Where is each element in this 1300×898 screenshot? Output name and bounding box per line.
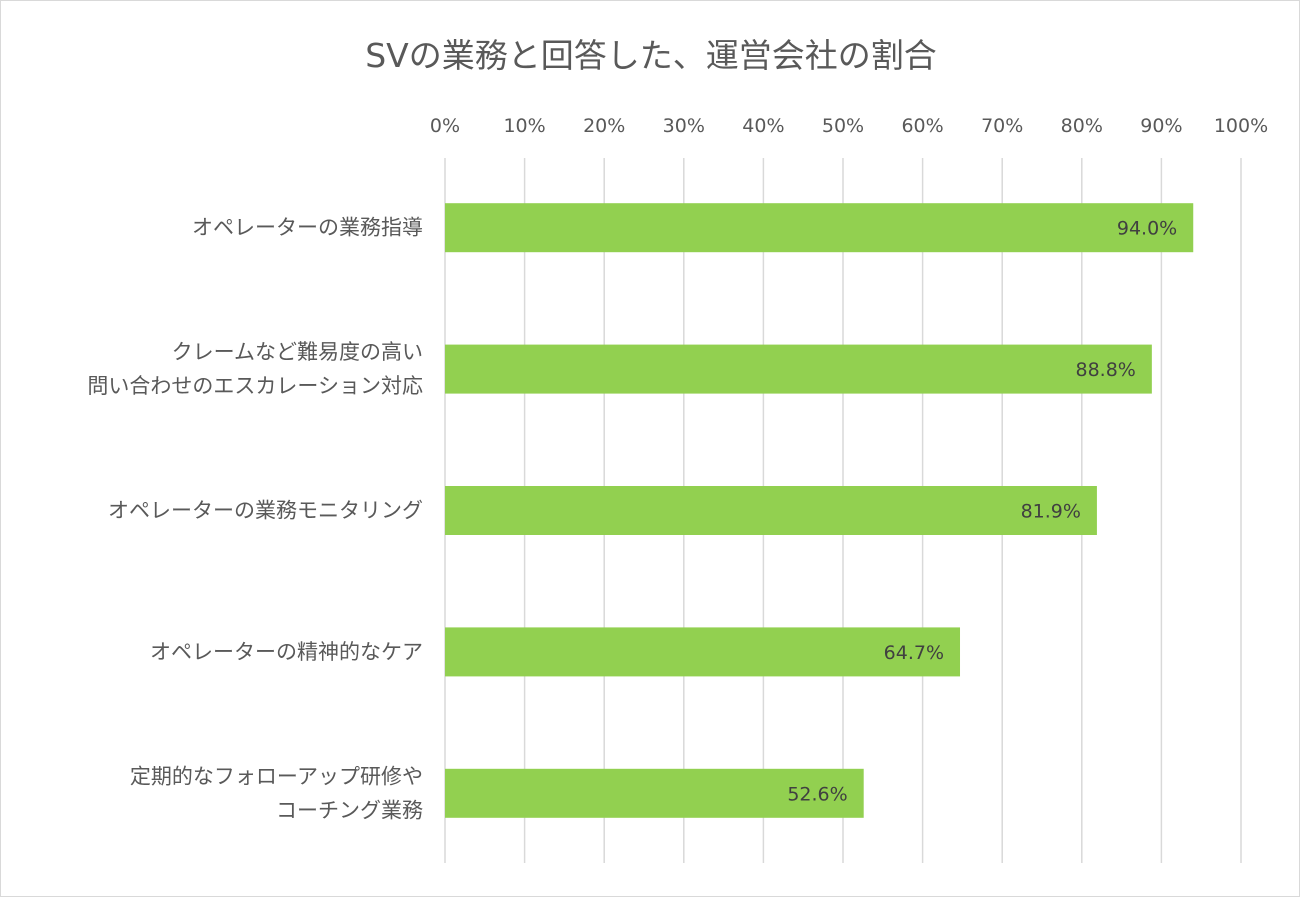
bars [445,203,1194,818]
category-label: クレームなど難易度の高い問い合わせのエスカレーション対応 [87,340,423,398]
category-label-line: 定期的なフォローアップ研修や [130,764,423,788]
x-tick-label: 40% [742,115,784,137]
category-label: オペレーターの業務モニタリング [108,499,423,523]
x-tick-label: 50% [822,115,864,137]
bar [445,486,1097,535]
data-label: 81.9% [1021,501,1081,523]
category-label-line: オペレーターの精神的なケア [150,640,423,664]
x-tick-label: 90% [1140,115,1182,137]
bar [445,203,1194,253]
data-labels: 94.0% 88.8% 81.9% 64.7% 52.6% [787,218,1177,806]
category-label: オペレーターの業務指導 [192,216,423,240]
chart-title: SVの業務と回答した、運営会社の割合 [365,36,937,75]
category-label-line: オペレーターの業務モニタリング [108,499,423,523]
category-labels: オペレーターの業務指導クレームなど難易度の高い問い合わせのエスカレーション対応オ… [87,216,423,823]
x-tick-label: 60% [901,115,943,137]
category-label: 定期的なフォローアップ研修やコーチング業務 [130,764,423,822]
x-axis-tick-labels: 0% 10% 20% 30% 40% 50% 60% 70% 80% 90% 100% [430,115,1268,137]
x-tick-label: 100% [1214,115,1268,137]
bar [445,344,1152,394]
x-tick-label: 20% [583,115,625,137]
data-label: 88.8% [1075,359,1135,381]
category-label-line: クレームなど難易度の高い [172,340,423,364]
data-label: 52.6% [787,783,847,805]
category-label: オペレーターの精神的なケア [150,640,423,664]
category-label-line: 問い合わせのエスカレーション対応 [87,374,423,398]
data-label: 64.7% [884,642,944,664]
bar [445,768,864,818]
x-tick-label: 80% [1061,115,1103,137]
x-tick-label: 0% [430,115,460,137]
x-tick-label: 10% [503,115,545,137]
bar [445,627,961,677]
data-label: 94.0% [1117,218,1177,240]
x-tick-label: 70% [981,115,1023,137]
category-label-line: オペレーターの業務指導 [192,216,423,240]
x-tick-label: 30% [663,115,705,137]
category-label-line: コーチング業務 [276,798,423,822]
